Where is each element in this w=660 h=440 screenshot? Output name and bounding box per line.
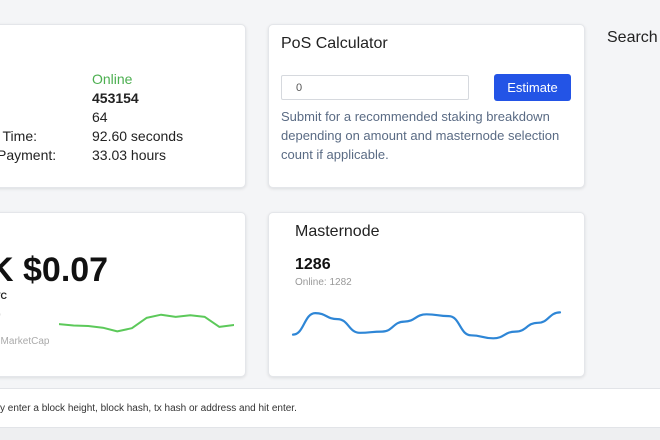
block-height-value: 453154	[92, 90, 139, 106]
stake-amount-input[interactable]	[281, 75, 469, 100]
avg-block-time-value: 92.60 seconds	[92, 128, 184, 144]
masternode-online: Online: 1282	[295, 277, 352, 288]
count-value: 64	[92, 109, 108, 125]
masternode-card: Masternode 1286 Online: 1282	[268, 212, 585, 377]
status-online: Online	[92, 71, 133, 87]
avg-payment-label: Payment:	[0, 147, 57, 163]
pos-calculator-title: PoS Calculator	[281, 35, 388, 52]
status-card: Online 453154 64 . Time: 92.60 seconds P…	[0, 24, 246, 188]
footer-strip	[0, 428, 660, 440]
pos-help-text: Submit for a recommended staking breakdo…	[281, 109, 560, 162]
search-hint-text: y enter a block height, block hash, tx h…	[0, 403, 297, 414]
avg-block-time-label: . Time:	[0, 128, 38, 144]
price-card: K $0.07 TC 0 nMarketCap	[0, 212, 246, 377]
pos-calculator-card: PoS Calculator Estimate Submit for a rec…	[268, 24, 585, 188]
price-series-line	[59, 313, 234, 333]
masternode-count: 1286	[295, 256, 331, 273]
search-heading: Search	[607, 29, 658, 46]
price-change: 0	[0, 310, 1, 321]
estimate-button[interactable]: Estimate	[494, 74, 571, 101]
price-value: K $0.07	[0, 251, 109, 289]
masternode-series-line	[291, 311, 562, 340]
avg-payment-value: 33.03 hours	[92, 147, 166, 163]
masternode-sparkline	[291, 311, 562, 340]
price-unit: TC	[0, 291, 7, 301]
search-hint-bar: y enter a block height, block hash, tx h…	[0, 388, 660, 428]
masternode-title: Masternode	[295, 223, 380, 240]
price-source: nMarketCap	[0, 336, 50, 347]
price-sparkline	[59, 313, 234, 333]
